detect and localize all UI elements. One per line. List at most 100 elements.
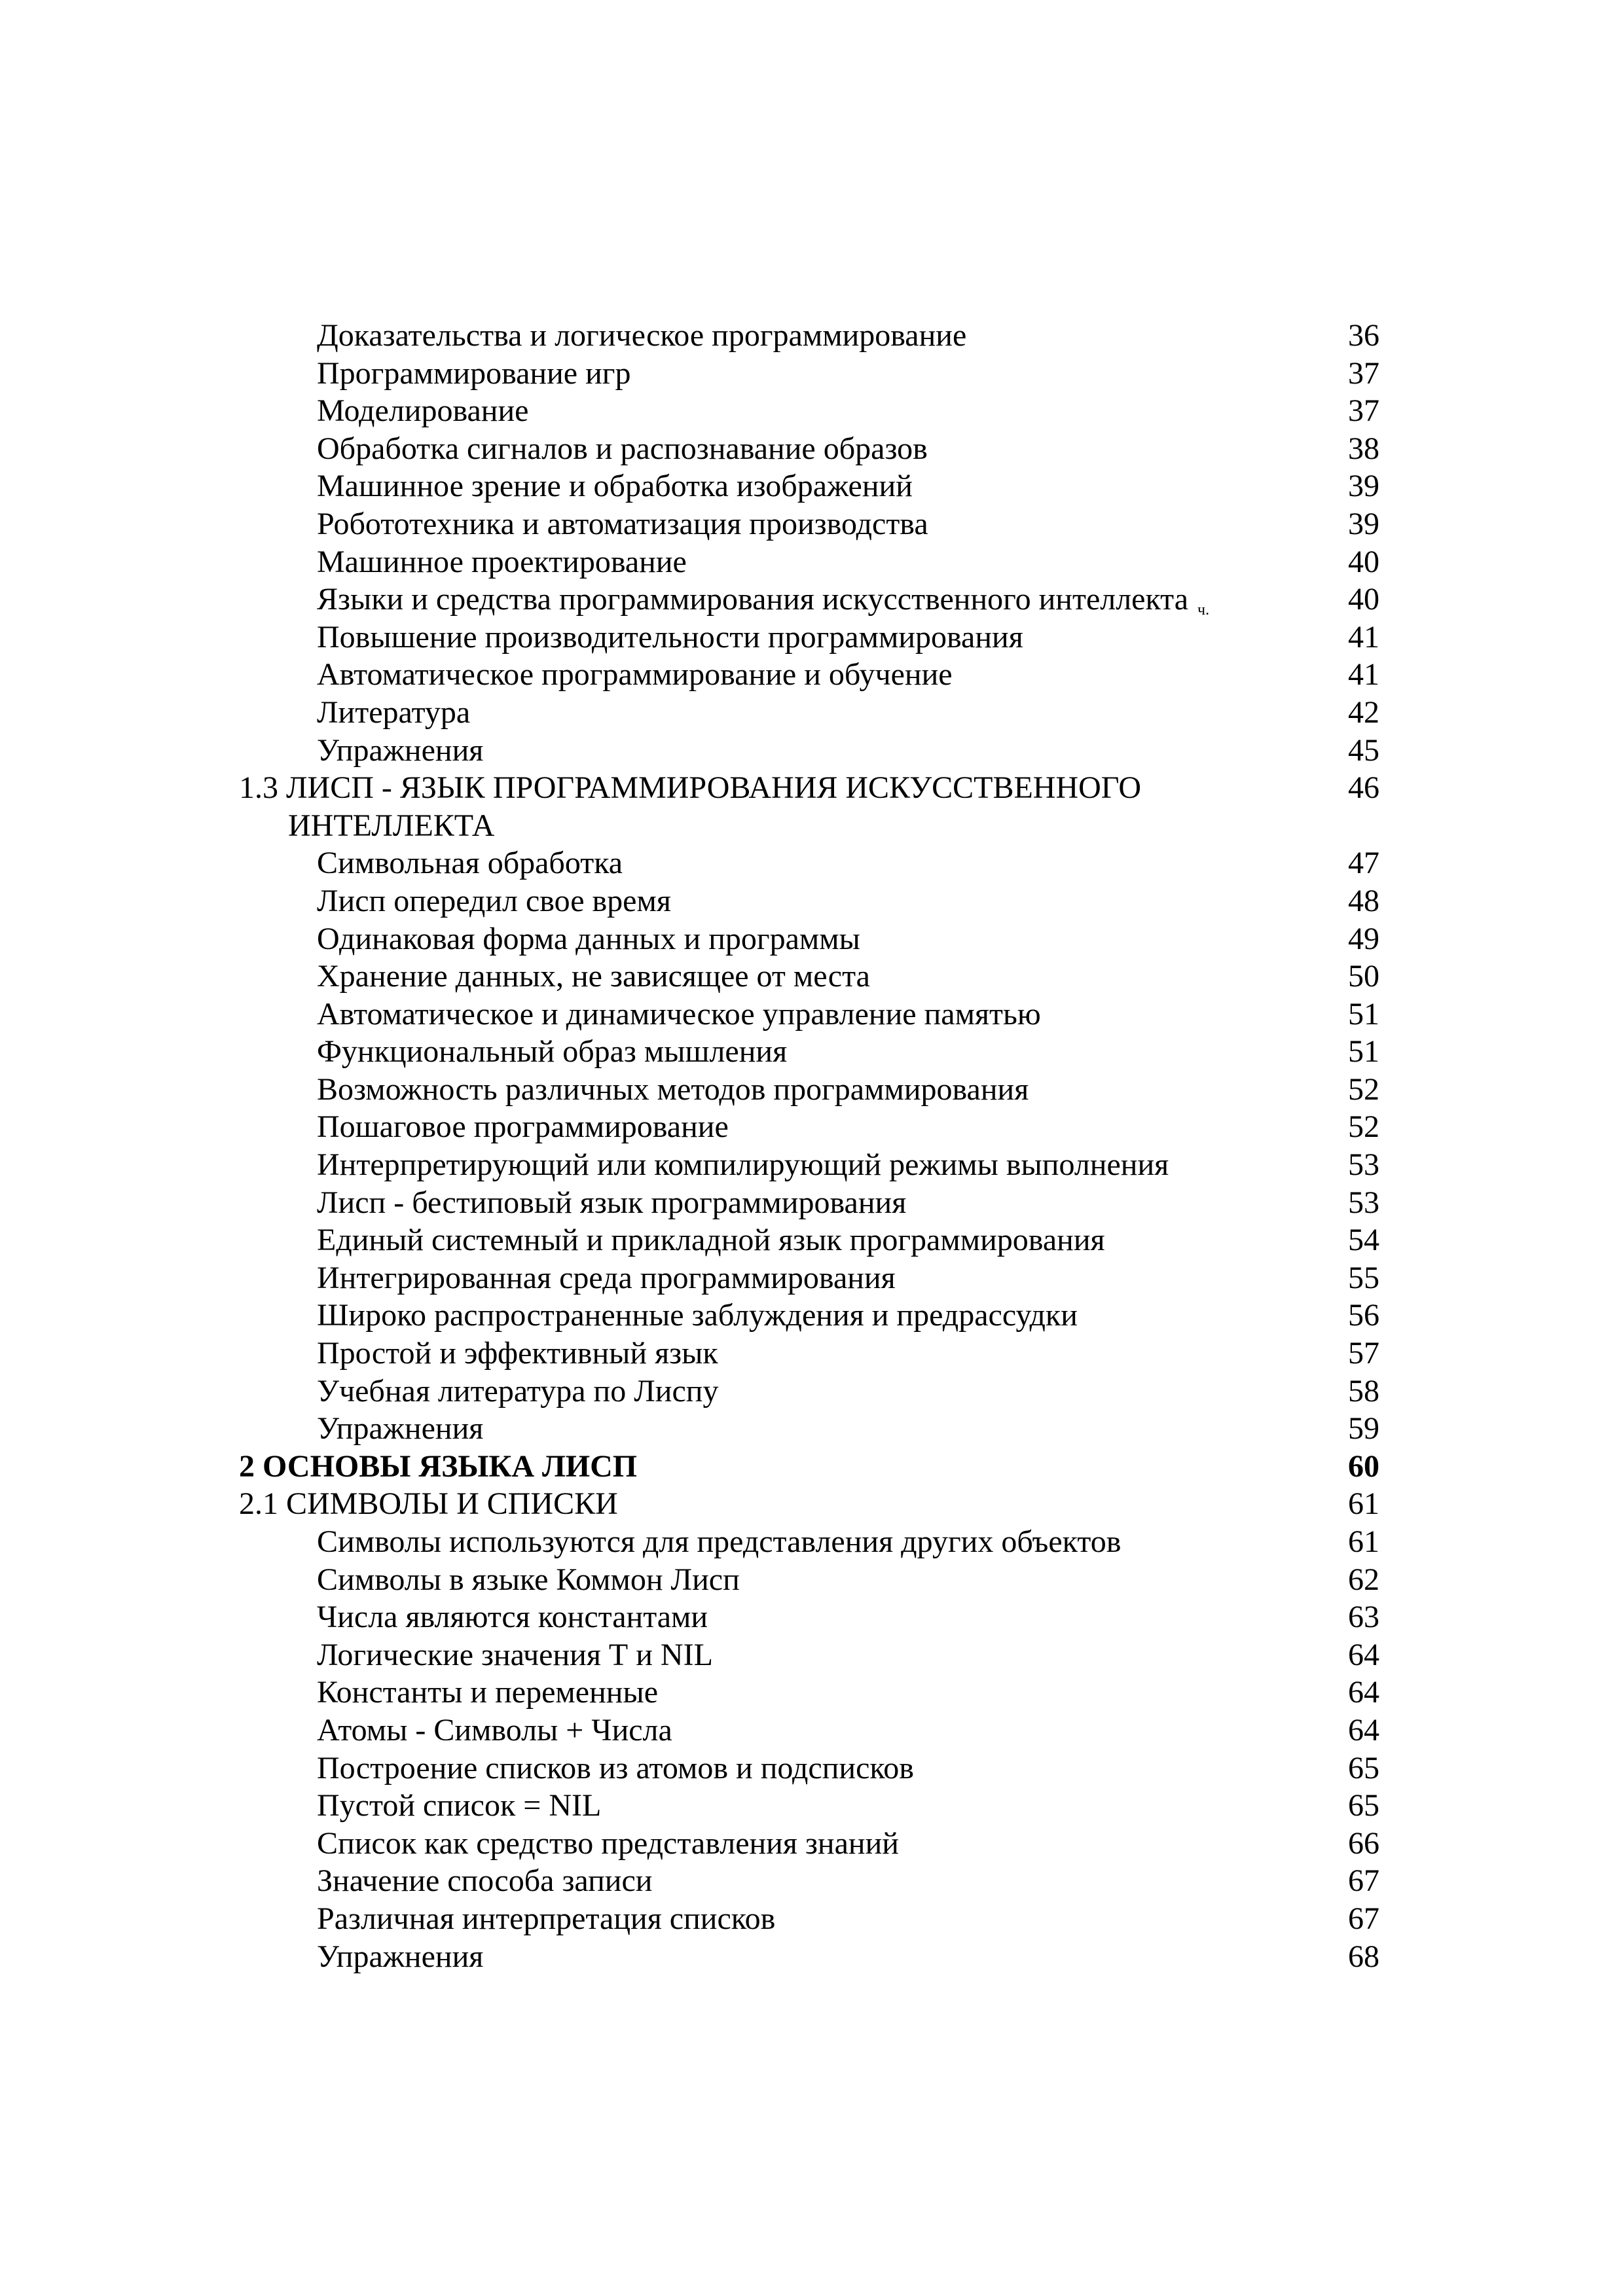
toc-entry-page: 61: [1348, 1486, 1379, 1522]
toc-entry: Интегрированная среда программирования 55: [0, 1259, 1623, 1297]
toc-entry-page: 42: [1348, 694, 1379, 730]
toc-entry: Атомы - Символы + Числа 64: [0, 1712, 1623, 1749]
toc-entry-page: 65: [1348, 1788, 1379, 1823]
toc-entry: 2 ОСНОВЫ ЯЗЫКА ЛИСП 60: [0, 1448, 1623, 1486]
toc-entry: Лисп опередил свое время 48: [0, 882, 1623, 920]
toc-entry-title: Логические значения Т и NIL: [317, 1637, 713, 1672]
toc-entry-title: Упражнения: [317, 1939, 484, 1974]
toc-entry: Символы используются для представления д…: [0, 1523, 1623, 1561]
toc-entry-title: Возможность различных методов программир…: [317, 1071, 1029, 1107]
toc-entry-title: Машинное проектирование: [317, 544, 687, 579]
toc-entry-title: Автоматическое программирование и обучен…: [317, 657, 953, 692]
toc-entry-page: 40: [1348, 582, 1379, 617]
toc-entry: Возможность различных методов программир…: [0, 1071, 1623, 1109]
toc-entry-page: 57: [1348, 1336, 1379, 1371]
toc-entry-page: 39: [1348, 506, 1379, 541]
toc-entry: Построение списков из атомов и подсписко…: [0, 1749, 1623, 1787]
toc-entry: Литература 42: [0, 694, 1623, 732]
toc: Доказательства и логическое программиров…: [0, 317, 1623, 1975]
toc-entry-title: Список как средство представления знаний: [317, 1825, 899, 1861]
toc-entry-title: Функциональный образ мышления: [317, 1034, 788, 1069]
toc-entry: Лисп - бестиповый язык программирования 5…: [0, 1184, 1623, 1222]
toc-entry: Хранение данных, не зависящее от места 50: [0, 958, 1623, 996]
toc-entry: Логические значения Т и NIL 64: [0, 1636, 1623, 1674]
toc-entry: Автоматическое программирование и обучен…: [0, 656, 1623, 694]
toc-entry-title: Повышение производительности программиро…: [317, 619, 1023, 655]
toc-entry: Символьная обработка 47: [0, 844, 1623, 882]
toc-entry: Языки и средства программирования искусс…: [0, 581, 1623, 619]
toc-entry-title: 2.1 СИМВОЛЫ И СПИСКИ: [239, 1486, 618, 1522]
toc-entry-title: Интерпретирующий или компилирующий режим…: [317, 1147, 1169, 1183]
toc-entry-page: 52: [1348, 1109, 1379, 1145]
toc-entry: 1.3 ЛИСП - ЯЗЫК ПРОГРАММИРОВАНИЯ ИСКУССТ…: [0, 769, 1623, 807]
toc-entry-title: Единый системный и прикладной язык прогр…: [317, 1223, 1105, 1258]
toc-entry: Константы и переменные 64: [0, 1674, 1623, 1712]
toc-entry-page: 52: [1348, 1071, 1379, 1107]
toc-entry-title: Различная интерпретация списков: [317, 1901, 776, 1936]
toc-entry-title: Упражнения: [317, 1411, 484, 1446]
toc-entry: Различная интерпретация списков 67: [0, 1900, 1623, 1938]
toc-entry-page: 50: [1348, 959, 1379, 994]
toc-entry: Символы в языке Коммон Лисп 62: [0, 1561, 1623, 1599]
toc-entry-title: Пустой список = NIL: [317, 1788, 602, 1823]
toc-entry-title: Языки и средства программирования искусс…: [317, 582, 1189, 617]
toc-entry: Широко распространенные заблуждения и пр…: [0, 1297, 1623, 1335]
toc-entry-title: Литература: [317, 694, 471, 730]
toc-entry: Одинаковая форма данных и программы 49: [0, 920, 1623, 958]
toc-entry-page: 64: [1348, 1637, 1379, 1672]
toc-entry-title: Константы и переменные: [317, 1675, 658, 1710]
toc-entry: Функциональный образ мышления 51: [0, 1033, 1623, 1071]
toc-entry-page: 64: [1348, 1675, 1379, 1710]
toc-entry: Робототехника и автоматизация производст…: [0, 505, 1623, 543]
toc-entry-title: Программирование игр: [317, 355, 631, 391]
toc-entry: 2.1 СИМВОЛЫ И СПИСКИ 61: [0, 1485, 1623, 1523]
toc-entry: Машинное проектирование 40: [0, 543, 1623, 581]
toc-entry-page: 47: [1348, 846, 1379, 881]
toc-entry-page: 61: [1348, 1524, 1379, 1559]
toc-entry-title: Пошаговое программирование: [317, 1109, 729, 1145]
toc-entry-title: Доказательства и логическое программиров…: [317, 318, 967, 353]
toc-entry-title: Моделирование: [317, 393, 529, 429]
toc-entry-title: Робототехника и автоматизация производст…: [317, 506, 928, 541]
toc-entry: Упражнения 59: [0, 1410, 1623, 1448]
toc-entry-title: Атомы - Символы + Числа: [317, 1712, 672, 1748]
toc-entry-continuation: ИНТЕЛЛЕКТА: [0, 807, 1623, 845]
toc-entry: Интерпретирующий или компилирующий режим…: [0, 1146, 1623, 1184]
toc-entry-page: 66: [1348, 1825, 1379, 1861]
toc-entry: Значение способа записи 67: [0, 1862, 1623, 1900]
toc-entry-page: 51: [1348, 1034, 1379, 1069]
toc-entry-title: Одинаковая форма данных и программы: [317, 921, 860, 956]
toc-entry-title: Символьная обработка: [317, 846, 623, 881]
toc-entry: Программирование игр 37: [0, 355, 1623, 393]
toc-entry-page: 38: [1348, 431, 1379, 466]
toc-entry-page: 62: [1348, 1562, 1379, 1597]
toc-entry-page: 40: [1348, 544, 1379, 579]
toc-entry-title: Символы в языке Коммон Лисп: [317, 1562, 740, 1597]
toc-entry-title: 2 ОСНОВЫ ЯЗЫКА ЛИСП: [239, 1448, 638, 1484]
toc-entry-page: 65: [1348, 1750, 1379, 1785]
toc-entry-title: Лисп - бестиповый язык программирования: [317, 1185, 907, 1220]
toc-entry-title: Упражнения: [317, 732, 484, 768]
toc-entry: Учебная литература по Лиспу 58: [0, 1372, 1623, 1410]
toc-entry-page: 56: [1348, 1298, 1379, 1333]
toc-entry-page: 39: [1348, 469, 1379, 504]
toc-entry-page: 68: [1348, 1939, 1379, 1974]
toc-entry-title: Числа являются константами: [317, 1600, 708, 1635]
toc-entry: Упражнения 68: [0, 1938, 1623, 1976]
toc-entry: Пошаговое программирование 52: [0, 1108, 1623, 1146]
toc-entry-page: 64: [1348, 1712, 1379, 1748]
toc-entry-suffix: ч.: [1197, 601, 1210, 619]
toc-entry-title: 1.3 ЛИСП - ЯЗЫК ПРОГРАММИРОВАНИЯ ИСКУССТ…: [239, 770, 1141, 806]
toc-entry: Список как средство представления знаний…: [0, 1825, 1623, 1863]
toc-entry-page: 51: [1348, 996, 1379, 1031]
toc-entry: Автоматическое и динамическое управление…: [0, 996, 1623, 1033]
toc-entry-page: 36: [1348, 318, 1379, 353]
toc-entry: Обработка сигналов и распознавание образ…: [0, 430, 1623, 468]
toc-entry: Простой и эффективный язык 57: [0, 1335, 1623, 1372]
toc-entry-page: 60: [1348, 1448, 1379, 1484]
toc-entry: Пустой список = NIL 65: [0, 1787, 1623, 1825]
toc-entry-title: Интегрированная среда программирования: [317, 1260, 896, 1295]
toc-entry-page: 59: [1348, 1411, 1379, 1446]
toc-entry: Повышение производительности программиро…: [0, 619, 1623, 656]
toc-entry-title: Значение способа записи: [317, 1863, 653, 1899]
